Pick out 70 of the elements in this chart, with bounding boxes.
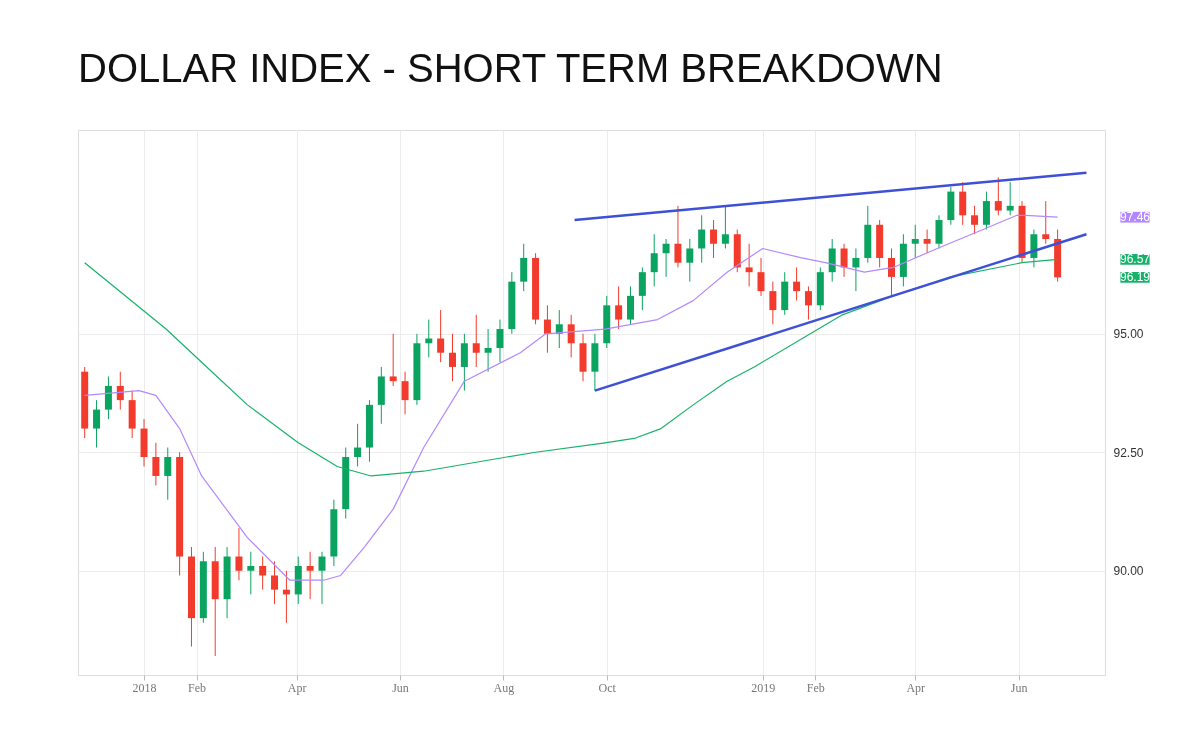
x-tick-label: 2018 xyxy=(132,680,157,695)
candlestick xyxy=(721,205,729,249)
candlestick xyxy=(555,309,563,349)
y-tick-label: 95.00 xyxy=(1113,327,1144,342)
line-series xyxy=(84,214,1059,581)
candlestick xyxy=(401,371,409,415)
candlestick xyxy=(567,314,575,358)
candlestick xyxy=(698,214,706,264)
x-tick-label: Jun xyxy=(392,680,409,695)
y-tick-label: 90.00 xyxy=(1113,564,1144,579)
x-tick-label: Feb xyxy=(188,680,207,695)
candlestick xyxy=(543,304,551,354)
candlestick xyxy=(982,191,990,231)
candlestick xyxy=(354,423,362,467)
candlestick xyxy=(757,257,765,297)
candlestick xyxy=(1030,229,1038,268)
candlestick xyxy=(804,285,812,321)
candlestick xyxy=(935,214,943,249)
candlestick xyxy=(852,247,860,292)
candlestick xyxy=(449,333,457,382)
candlestick xyxy=(164,447,172,501)
candlestick xyxy=(650,233,658,287)
text: 97.46 xyxy=(1119,210,1151,225)
candlestick xyxy=(615,285,623,330)
y-tick-label: 92.50 xyxy=(1113,445,1144,460)
candlestick xyxy=(259,556,267,591)
candlestick xyxy=(306,551,314,600)
candlestick xyxy=(662,238,670,278)
x-tick-label: Aug xyxy=(493,680,515,695)
candlestick xyxy=(235,527,243,581)
text: 96.57 xyxy=(1119,252,1151,267)
candlestick xyxy=(484,328,492,373)
x-tick-label: 2019 xyxy=(751,680,776,695)
candlestick xyxy=(840,243,848,278)
candlestick xyxy=(520,243,528,292)
candlestick xyxy=(674,205,682,268)
candlestick xyxy=(959,181,967,226)
candlestick xyxy=(472,314,480,368)
x-tick-label: Apr xyxy=(906,680,926,695)
candlestick xyxy=(911,224,919,259)
candlestick xyxy=(686,238,694,283)
candlestick xyxy=(745,243,753,287)
x-tick-label: Feb xyxy=(806,680,825,695)
candlestick xyxy=(1006,181,1014,216)
candlestick xyxy=(460,333,468,392)
candlestick xyxy=(271,560,279,605)
candlestick xyxy=(437,309,445,363)
candlestick xyxy=(793,266,801,302)
x-tick-label: Oct xyxy=(598,680,617,695)
candlestick xyxy=(247,551,255,595)
candlestick xyxy=(626,285,634,325)
candlestick xyxy=(318,551,326,605)
x-tick-label: Apr xyxy=(287,680,307,695)
text: 96.19 xyxy=(1119,270,1151,285)
candlestick xyxy=(710,219,718,259)
candlestick xyxy=(152,442,160,486)
candlestick xyxy=(769,281,777,325)
x-tick-label: Jun xyxy=(1010,680,1028,695)
candlestick xyxy=(923,229,931,254)
candlestick xyxy=(1042,200,1050,245)
candlestick xyxy=(638,266,646,311)
candlestick xyxy=(93,399,101,449)
candlestick xyxy=(104,375,112,420)
candlestick xyxy=(971,205,979,235)
candlestick xyxy=(888,247,896,297)
candlestick xyxy=(389,333,397,387)
candlestick xyxy=(496,319,504,363)
chart-title: DOLLAR INDEX - SHORT TERM BREAKDOWN xyxy=(78,46,943,90)
candlestick xyxy=(828,238,836,283)
candlestick xyxy=(994,176,1002,216)
